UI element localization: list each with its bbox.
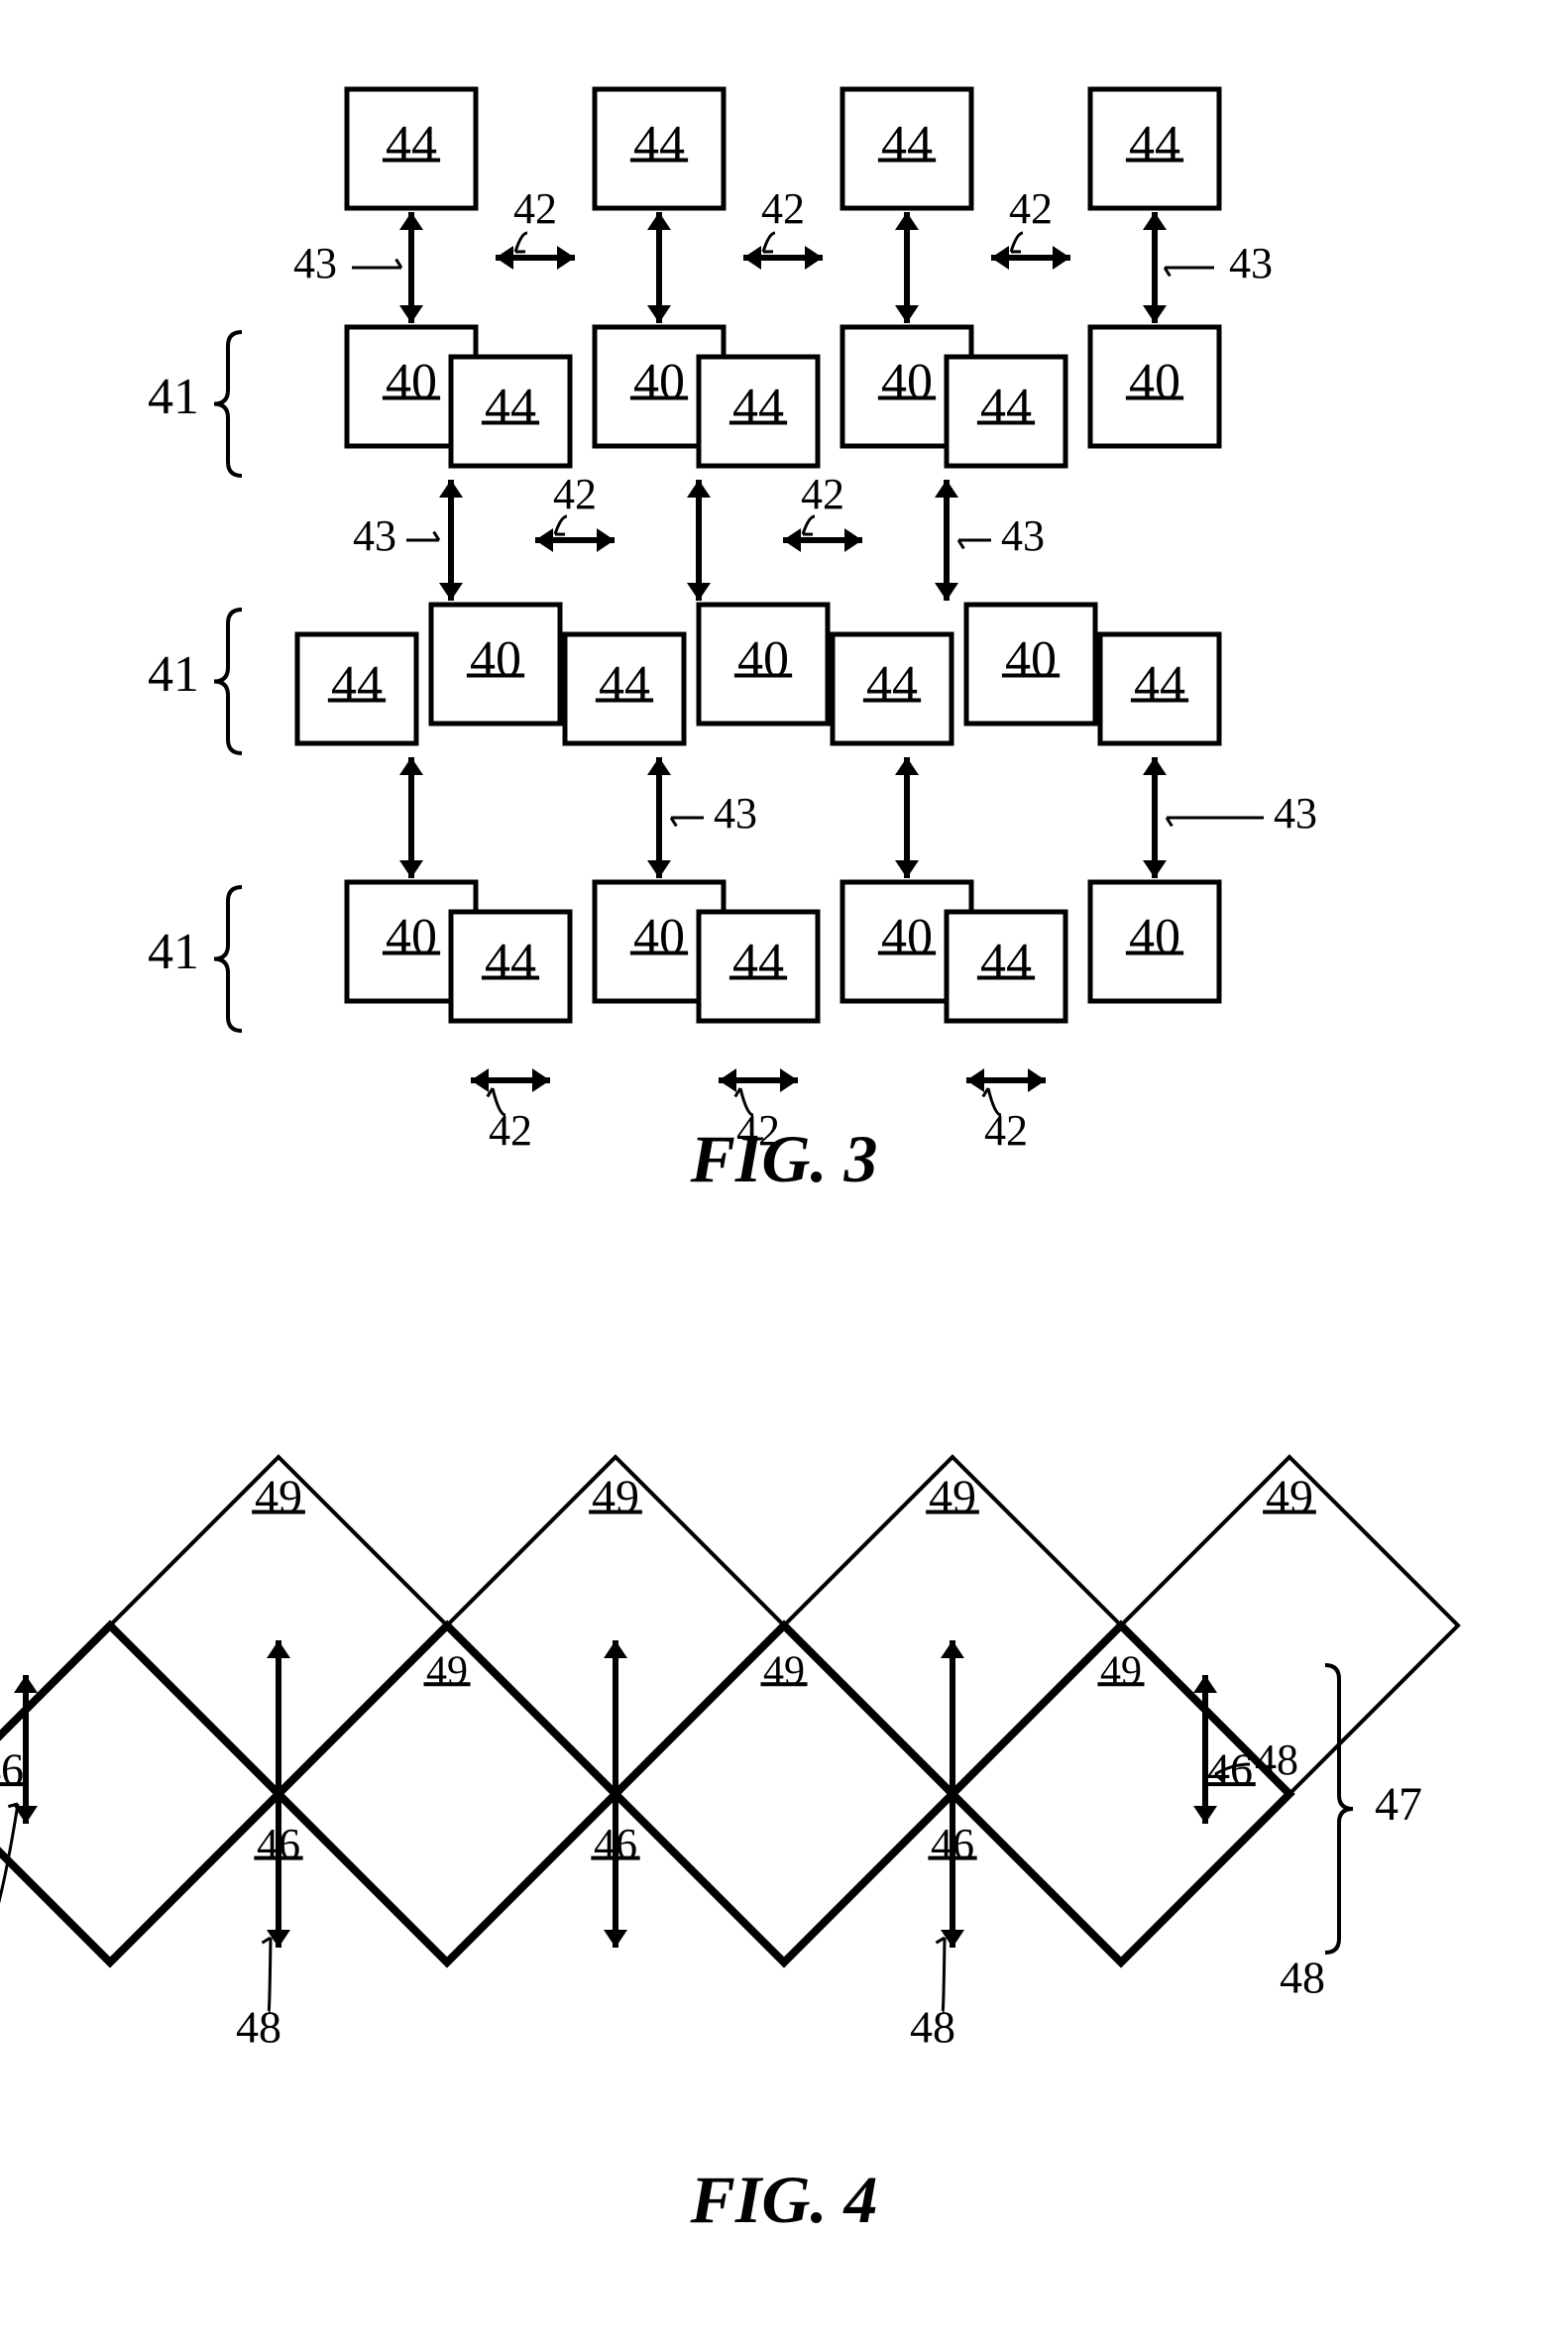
svg-text:42: 42 — [761, 184, 805, 233]
svg-text:49: 49 — [255, 1471, 302, 1523]
svg-text:40: 40 — [470, 631, 521, 688]
svg-text:44: 44 — [732, 934, 784, 990]
svg-text:40: 40 — [1129, 909, 1180, 965]
svg-text:49: 49 — [592, 1471, 639, 1523]
svg-text:47: 47 — [1375, 1778, 1422, 1831]
fig4-caption: FIG. 4 — [0, 2161, 1568, 2239]
svg-text:40: 40 — [1005, 631, 1057, 688]
svg-text:44: 44 — [485, 934, 536, 990]
svg-text:42: 42 — [1009, 184, 1053, 233]
figure-4: 49494949494949464646464648484848474748 — [0, 1308, 1568, 2200]
svg-text:49: 49 — [1100, 1649, 1142, 1695]
svg-text:44: 44 — [599, 656, 650, 713]
svg-text:44: 44 — [1134, 656, 1185, 713]
svg-text:41: 41 — [148, 646, 199, 703]
svg-text:42: 42 — [513, 184, 557, 233]
svg-text:44: 44 — [980, 379, 1032, 435]
svg-text:40: 40 — [881, 909, 933, 965]
svg-text:40: 40 — [633, 909, 685, 965]
svg-text:49: 49 — [763, 1649, 805, 1695]
svg-text:44: 44 — [980, 934, 1032, 990]
svg-text:41: 41 — [148, 924, 199, 980]
svg-text:41: 41 — [148, 369, 199, 425]
svg-text:43: 43 — [293, 239, 337, 287]
svg-text:48: 48 — [1255, 1735, 1298, 1784]
svg-text:44: 44 — [386, 116, 437, 172]
svg-text:46: 46 — [1207, 1744, 1253, 1795]
svg-text:43: 43 — [714, 789, 757, 838]
svg-text:40: 40 — [633, 354, 685, 410]
svg-text:44: 44 — [633, 116, 685, 172]
svg-text:44: 44 — [881, 116, 933, 172]
svg-text:40: 40 — [1129, 354, 1180, 410]
svg-text:48: 48 — [236, 2002, 281, 2053]
svg-text:49: 49 — [1266, 1471, 1313, 1523]
svg-text:44: 44 — [866, 656, 918, 713]
svg-text:44: 44 — [1129, 116, 1180, 172]
svg-text:40: 40 — [737, 631, 789, 688]
svg-text:49: 49 — [929, 1471, 976, 1523]
svg-text:42: 42 — [553, 470, 597, 518]
svg-text:43: 43 — [353, 511, 396, 560]
svg-text:49: 49 — [426, 1649, 468, 1695]
svg-text:44: 44 — [331, 656, 383, 713]
svg-text:44: 44 — [732, 379, 784, 435]
svg-text:43: 43 — [1001, 511, 1045, 560]
svg-text:43: 43 — [1229, 239, 1273, 287]
svg-text:43: 43 — [1274, 789, 1317, 838]
svg-text:48: 48 — [1280, 1953, 1325, 2003]
svg-text:40: 40 — [386, 909, 437, 965]
svg-text:46: 46 — [0, 1744, 24, 1795]
svg-text:42: 42 — [801, 470, 844, 518]
fig3-caption: FIG. 3 — [0, 1120, 1568, 1198]
figure-3: 44 44 44 44 40 40 40 40 44 44 44 40 40 40 44 44 44 44 40 40… — [0, 0, 1568, 1189]
svg-text:44: 44 — [485, 379, 536, 435]
svg-text:40: 40 — [386, 354, 437, 410]
svg-text:40: 40 — [881, 354, 933, 410]
svg-text:48: 48 — [910, 2002, 955, 2053]
